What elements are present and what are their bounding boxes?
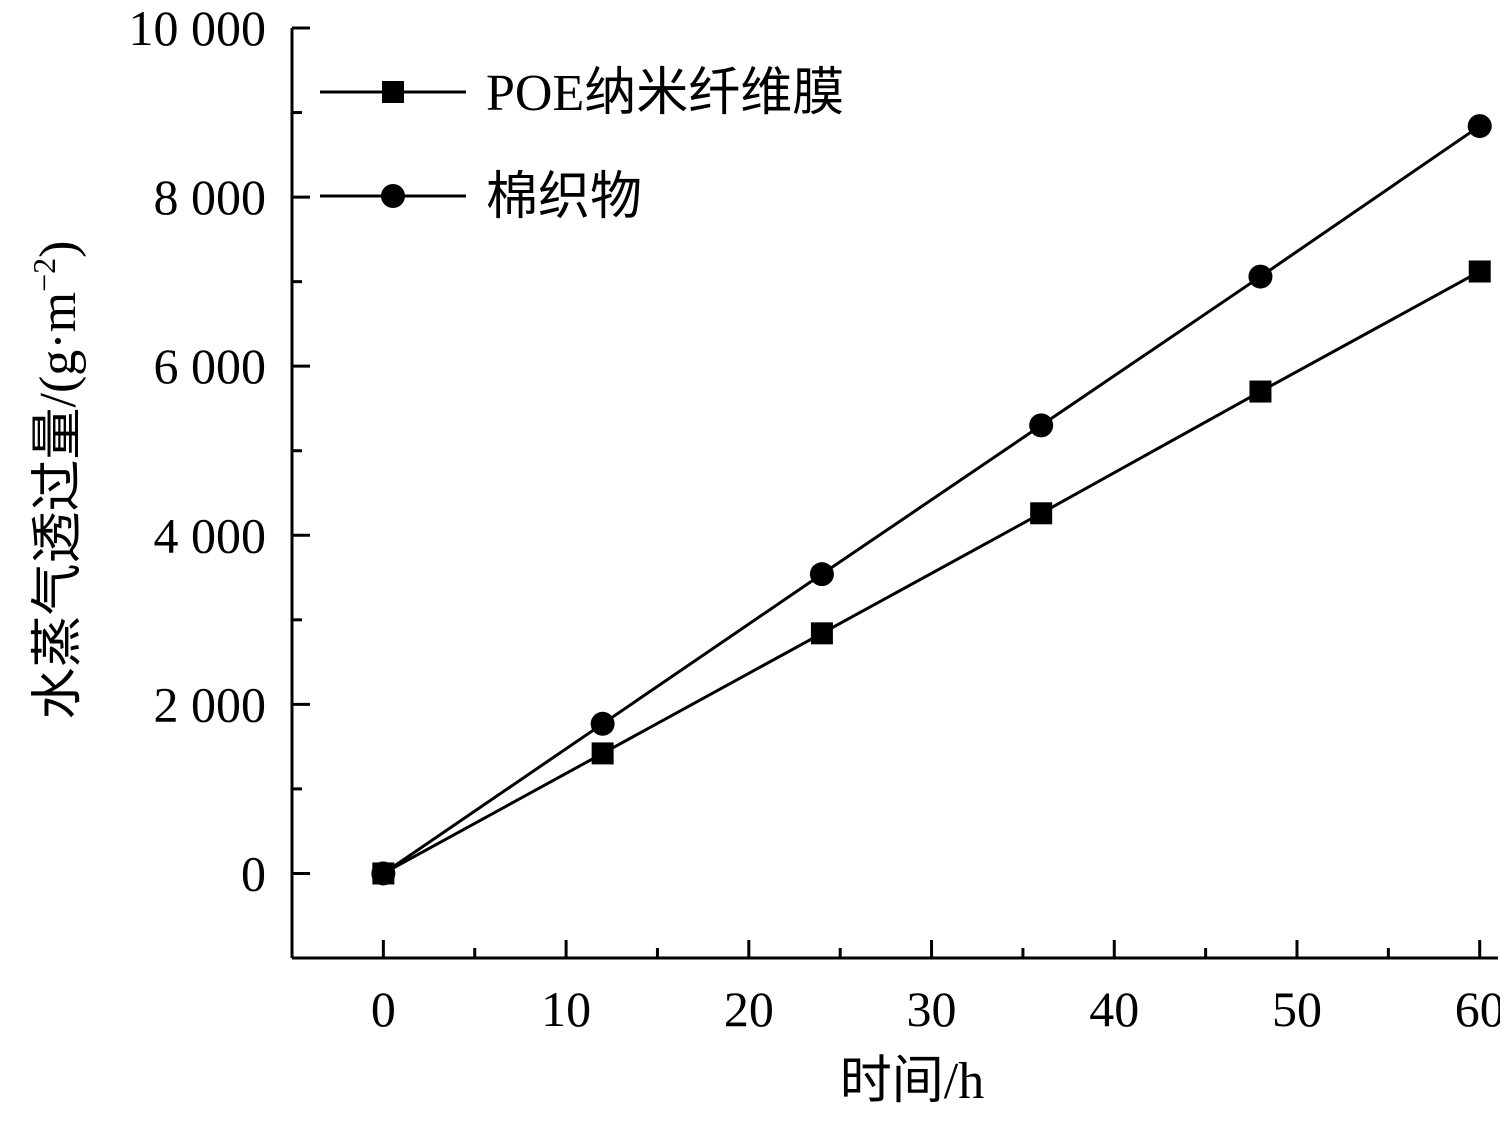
circle-data-point: [1467, 114, 1492, 139]
legend-label: 棉织物: [486, 169, 642, 226]
x-tick-label: 60: [1455, 981, 1500, 1037]
circle-data-point: [809, 562, 834, 587]
legend-item: 棉织物: [320, 169, 642, 226]
square-data-point: [810, 622, 833, 645]
y-tick-label: 2 000: [154, 676, 267, 732]
y-axis-title-main: 水蒸气透过量/(g·m: [30, 292, 87, 720]
circle-data-point: [1248, 264, 1273, 289]
x-tick-label: 50: [1272, 981, 1322, 1037]
circle-data-point: [371, 861, 396, 886]
y-tick-label: 10 000: [129, 0, 267, 56]
y-tick-label: 0: [241, 845, 266, 901]
circle-data-point: [1029, 413, 1054, 438]
legend-label: POE纳米纤维膜: [486, 65, 844, 122]
x-tick-label: 20: [724, 981, 774, 1037]
legend-circle-marker: [381, 184, 405, 208]
x-tick-label: 40: [1089, 981, 1139, 1037]
series-line: [382, 124, 1481, 875]
square-data-point: [591, 742, 614, 765]
square-data-point: [1249, 380, 1272, 403]
y-axis-title-superscript: −2: [26, 258, 62, 292]
y-tick-label: 4 000: [154, 507, 267, 563]
legend-square-marker: [382, 81, 404, 103]
square-data-point: [1468, 260, 1491, 283]
series-1: [371, 114, 1492, 886]
y-axis-title-close: ): [30, 241, 87, 258]
tick-marks: [292, 26, 1482, 958]
series-layer: [371, 114, 1492, 886]
x-tick-label: 30: [907, 981, 957, 1037]
series-line: [382, 270, 1481, 875]
y-tick-label: 6 000: [154, 338, 267, 394]
x-tick-label: 10: [541, 981, 591, 1037]
legend-item: POE纳米纤维膜: [320, 65, 844, 122]
circle-data-point: [590, 711, 615, 736]
square-data-point: [1030, 502, 1053, 525]
x-tick-label: 0: [371, 981, 396, 1037]
tick-labels: 0 10 20 30 40 50 60 0 2 000 4 000 6 000 8 000 10 000: [129, 0, 1500, 1037]
y-tick-label: 8 000: [154, 169, 267, 225]
axes: [290, 28, 1498, 960]
series-0: [372, 260, 1491, 885]
x-axis-title: 时间/h: [840, 1053, 984, 1110]
y-axis-title: 水蒸气透过量/(g·m−2): [26, 241, 87, 720]
